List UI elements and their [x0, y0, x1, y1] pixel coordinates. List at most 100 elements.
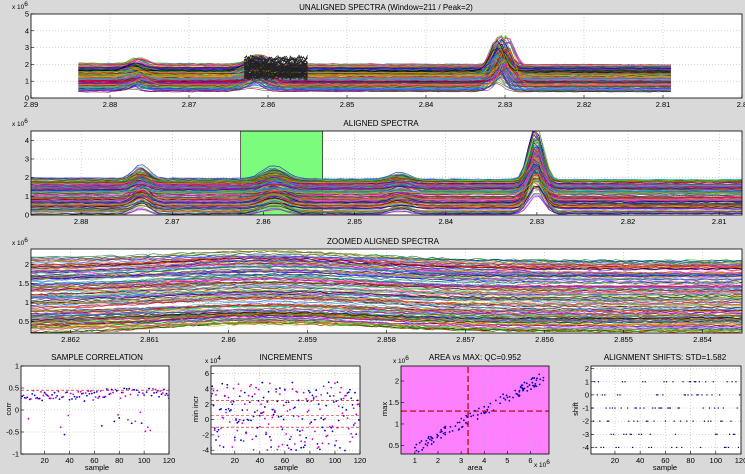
- area-max-point: [525, 382, 528, 385]
- increments-point: [354, 422, 356, 425]
- correlation-point: [122, 391, 124, 394]
- zoomed-spectrum-line: [31, 286, 742, 298]
- shift-point: [600, 446, 602, 449]
- area-max-point: [440, 436, 442, 439]
- shift-point: [662, 394, 664, 396]
- increments-point: [307, 409, 310, 412]
- correlation-point: [31, 393, 34, 395]
- unaligned-spectrum-line: [78, 83, 671, 93]
- correlation-point: [158, 395, 160, 398]
- correlation-point: [134, 420, 137, 423]
- unaligned-x-tick-label: 2.87: [182, 100, 197, 109]
- area-max-point: [442, 432, 445, 435]
- increments-point: [302, 391, 305, 394]
- aligned-spectrum-line: [31, 160, 742, 215]
- increments-point: [217, 428, 220, 431]
- unaligned-spectrum-line: [78, 67, 671, 83]
- zoomed-spectrum-line: [31, 275, 742, 288]
- correlation-point: [100, 424, 103, 427]
- increments-point: [241, 409, 244, 411]
- y-exponent-increments: x 104: [205, 355, 221, 365]
- y-axis-label-increments: min incr: [191, 395, 200, 422]
- increments-point: [266, 400, 269, 403]
- correlation-point: [42, 394, 45, 397]
- aligned-y-tick-label: 1: [25, 192, 29, 201]
- shift-point: [660, 407, 663, 409]
- correlation-point: [99, 390, 102, 392]
- shift-point: [615, 446, 617, 449]
- correlation-y-tick-label: -1: [12, 450, 19, 459]
- correlation-point: [52, 397, 55, 400]
- increments-point: [250, 383, 252, 386]
- zoomed-y-tick-label: 1.5: [19, 279, 29, 288]
- shift-point: [718, 394, 721, 396]
- area-max-point: [424, 443, 427, 446]
- unaligned-x-tick-label: 2.86: [261, 100, 276, 109]
- shift-point: [596, 394, 598, 396]
- increments-point: [316, 447, 319, 450]
- increments-y-tick-label: 4: [205, 384, 209, 393]
- x-exponent-area-vs-max: x 106: [534, 459, 550, 469]
- increments-point: [329, 425, 331, 428]
- unaligned-x-tick-label: 2.84: [419, 100, 434, 109]
- aligned-spectrum-line: [31, 173, 742, 213]
- area-max-point: [430, 443, 433, 445]
- correlation-point: [150, 394, 153, 397]
- zoomed-data-layer: [31, 249, 742, 333]
- increments-point: [276, 400, 279, 403]
- shift-point: [599, 420, 601, 422]
- correlation-point: [68, 398, 71, 401]
- correlation-point: [56, 394, 58, 397]
- correlation-point: [112, 391, 114, 394]
- shift-point: [668, 407, 670, 409]
- increments-point: [330, 426, 333, 429]
- shift-point: [687, 394, 689, 396]
- correlation-point: [165, 392, 168, 395]
- areamax-x-tick-label: 2: [436, 456, 440, 465]
- area-max-point: [502, 393, 505, 396]
- unaligned-spectrum-line: [78, 49, 671, 74]
- unaligned-y-tick-label: 5: [25, 10, 29, 19]
- increments-point: [242, 440, 245, 442]
- correlation-point: [72, 393, 75, 396]
- areamax-y-tick-label: 0.5: [389, 441, 399, 450]
- area-max-point: [464, 421, 467, 424]
- area-max-point: [516, 393, 519, 396]
- area-max-point: [439, 431, 442, 433]
- increments-point: [355, 433, 358, 435]
- unaligned-dark-spectrum: [244, 66, 308, 73]
- increments-point: [344, 449, 346, 452]
- zoomed-spectrum-line: [31, 309, 742, 322]
- area-max-point: [508, 395, 511, 398]
- zoomed-spectrum-line: [31, 250, 742, 263]
- increments-point: [236, 429, 239, 432]
- unaligned-spectrum-line: [78, 47, 671, 70]
- increments-point: [357, 419, 360, 421]
- increments-point: [354, 391, 356, 394]
- correlation-point: [44, 393, 47, 396]
- increments-point: [248, 385, 251, 388]
- increments-point: [339, 446, 341, 449]
- y-exponent-zoomed: x 106: [12, 237, 28, 247]
- zoomed-x-tick-label: 2.855: [614, 335, 633, 344]
- unaligned-x-tick-label: 2.83: [498, 100, 513, 109]
- increments-point: [298, 434, 301, 436]
- increments-point: [268, 435, 271, 438]
- increments-point: [272, 413, 275, 416]
- increments-point: [350, 397, 353, 400]
- correlation-point: [107, 389, 109, 391]
- aligned-x-tick-label: 2.85: [347, 217, 362, 226]
- shift-point: [708, 407, 711, 409]
- increments-point: [339, 391, 341, 394]
- zoomed-spectrum-line: [31, 311, 742, 323]
- shift-point: [702, 407, 704, 409]
- correlation-plot-area: [21, 366, 169, 454]
- correlation-point: [164, 394, 167, 397]
- unaligned-y-tick-label: 3: [25, 43, 29, 52]
- chart-title-alignment-shifts: ALIGNMENT SHIFTS: STD=1.582: [604, 353, 727, 362]
- shift-point: [666, 381, 668, 383]
- zoomed-spectrum-line: [31, 257, 742, 268]
- panel-unaligned-spectra: UNALIGNED SPECTRA (Window=211 / Peak=2) …: [12, 1, 745, 109]
- correlation-point: [66, 391, 68, 394]
